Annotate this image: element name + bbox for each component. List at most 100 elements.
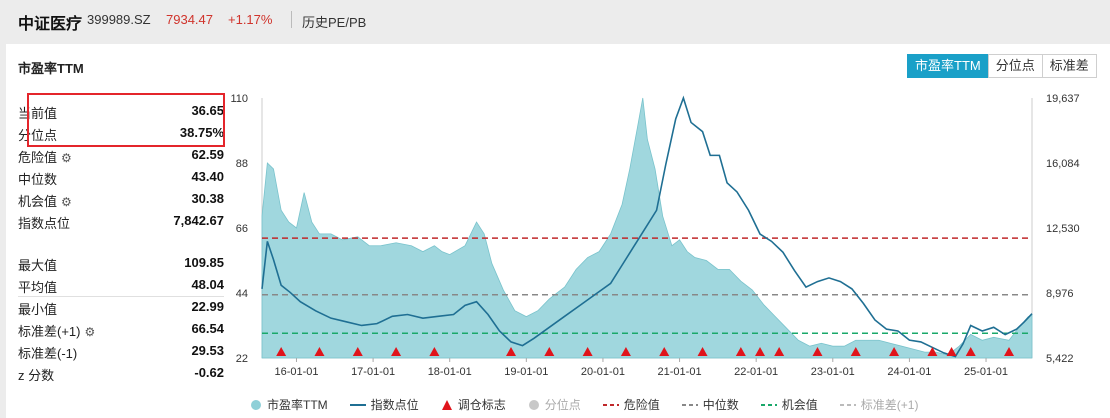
legend-item-median[interactable]: 中位数	[681, 396, 739, 413]
tab-percentile[interactable]: 分位点	[987, 54, 1043, 78]
stat-label-text: 标准差(+1)	[18, 324, 81, 339]
legend-item-pe[interactable]: 市盈率TTM	[250, 396, 328, 413]
legend-dash-icon	[760, 403, 777, 406]
legend-label: 标准差(+1)	[860, 398, 919, 412]
pe-ttm-area	[261, 97, 1033, 359]
legend-item-index[interactable]: 指数点位	[349, 396, 419, 413]
rebalance-marker	[276, 347, 287, 356]
stat-label: 标准差(+1) ⚙	[18, 321, 95, 340]
history-pe-pb-link[interactable]: 历史PE/PB	[302, 15, 367, 30]
legend-item-std[interactable]: 标准差(+1)	[839, 396, 919, 413]
rebalance-marker	[582, 347, 593, 356]
legend-dash-icon	[839, 403, 856, 406]
stat-value: 38.75%	[179, 125, 224, 140]
rebalance-marker	[755, 347, 766, 356]
y-left-tick-label: 110	[230, 93, 248, 105]
stat-value: 109.85	[184, 255, 224, 270]
stat-label: 最大值	[18, 258, 58, 273]
gear-icon[interactable]: ⚙	[61, 195, 72, 209]
stat-row-std-minus: 标准差(-1) 29.53	[18, 340, 224, 362]
stat-label: 标准差(-1)	[18, 346, 78, 361]
legend-item-percentile[interactable]: 分位点	[528, 396, 581, 413]
rebalance-marker	[927, 347, 938, 356]
legend-label: 市盈率TTM	[267, 398, 328, 412]
rebalance-marker	[735, 347, 746, 356]
legend-item-opportunity[interactable]: 机会值	[760, 396, 818, 413]
y-left-tick-label: 66	[236, 223, 248, 235]
stat-row-opportunity: 机会值 ⚙ 30.38	[18, 188, 224, 210]
rebalance-marker	[812, 347, 823, 356]
rebalance-marker	[1004, 347, 1015, 356]
x-tick-label: 20-01-01	[581, 366, 625, 378]
y-right-tick-label: 16,084	[1046, 158, 1080, 170]
legend-dash-icon	[681, 403, 698, 406]
legend-item-marker[interactable]: 调仓标志	[441, 396, 506, 413]
y-right-tick-label: 8,976	[1046, 288, 1074, 300]
x-tick-label: 19-01-01	[504, 366, 548, 378]
stat-label: 平均值	[18, 280, 58, 295]
y-right-tick-label: 5,422	[1046, 353, 1074, 365]
rebalance-marker	[850, 347, 861, 356]
rebalance-marker	[544, 347, 555, 356]
rebalance-marker	[391, 347, 402, 356]
index-code: 399989.SZ	[87, 12, 151, 27]
stat-label: 指数点位	[18, 216, 71, 231]
tab-std[interactable]: 标准差	[1041, 54, 1097, 78]
rebalance-marker	[506, 347, 517, 356]
y-right-tick-label: 12,530	[1046, 223, 1080, 235]
x-tick-label: 18-01-01	[428, 366, 472, 378]
chart-legend: 市盈率TTM 指数点位 调仓标志 分位点 危险值 中位数 机会值 标准差(+1)	[250, 396, 940, 413]
y-left-tick-label: 88	[236, 158, 248, 170]
rebalance-marker	[774, 347, 785, 356]
separator	[291, 11, 292, 28]
stat-row-index-level: 指数点位 7,842.67	[18, 210, 224, 232]
gear-icon[interactable]: ⚙	[84, 325, 96, 339]
chart-tabs: 市盈率TTM 分位点 标准差	[907, 54, 1097, 78]
rebalance-marker	[314, 347, 325, 356]
stat-label: 最小值	[18, 302, 58, 317]
legend-label: 机会值	[781, 398, 818, 412]
rebalance-marker	[659, 347, 670, 356]
x-tick-label: 21-01-01	[658, 366, 702, 378]
stat-label: 中位数	[18, 172, 58, 187]
legend-label: 分位点	[544, 398, 581, 412]
rebalance-marker	[889, 347, 900, 356]
panel-title: 市盈率TTM	[18, 61, 84, 76]
stat-value: 22.99	[191, 299, 224, 314]
stat-value: 43.40	[191, 169, 224, 184]
top-bar: 中证医疗 399989.SZ 7934.47 +1.17% 历史PE/PB	[0, 0, 1110, 40]
x-tick-label: 23-01-01	[811, 366, 855, 378]
y-left-tick-label: 44	[236, 288, 248, 300]
rebalance-marker	[965, 347, 976, 356]
y-left-tick-label: 22	[236, 353, 248, 365]
rebalance-marker	[429, 347, 440, 356]
stat-label-text: 危险值	[18, 150, 58, 165]
index-level-line	[261, 95, 1033, 358]
index-change: +1.17%	[228, 12, 273, 27]
stat-row-std-plus: 标准差(+1) ⚙ 66.54	[18, 318, 224, 340]
index-name: 中证医疗	[18, 16, 83, 33]
tab-pe-ttm[interactable]: 市盈率TTM	[907, 54, 989, 78]
x-tick-label: 16-01-01	[274, 366, 318, 378]
legend-dot-icon	[528, 399, 539, 410]
stat-label: 机会值 ⚙	[18, 191, 72, 210]
rebalance-marker	[352, 347, 363, 356]
highlight-box	[27, 93, 225, 147]
divider	[18, 296, 224, 297]
stat-label-text: 机会值	[18, 194, 58, 209]
stat-row-min: 最小值 22.99	[18, 296, 224, 318]
stat-value: -0.62	[194, 365, 224, 380]
legend-label: 中位数	[702, 398, 739, 412]
stat-value: 7,842.67	[173, 213, 224, 228]
stat-row-mean: 平均值 48.04	[18, 274, 224, 296]
legend-item-danger[interactable]: 危险值	[602, 396, 660, 413]
legend-line-icon	[349, 403, 366, 406]
index-price: 7934.47	[166, 12, 213, 27]
legend-label: 指数点位	[370, 398, 419, 412]
stat-row-max: 最大值 109.85	[18, 252, 224, 274]
gear-icon[interactable]: ⚙	[61, 151, 72, 165]
y-right-tick-label: 19,637	[1046, 93, 1080, 105]
x-tick-label: 17-01-01	[351, 366, 395, 378]
rebalance-marker	[697, 347, 708, 356]
